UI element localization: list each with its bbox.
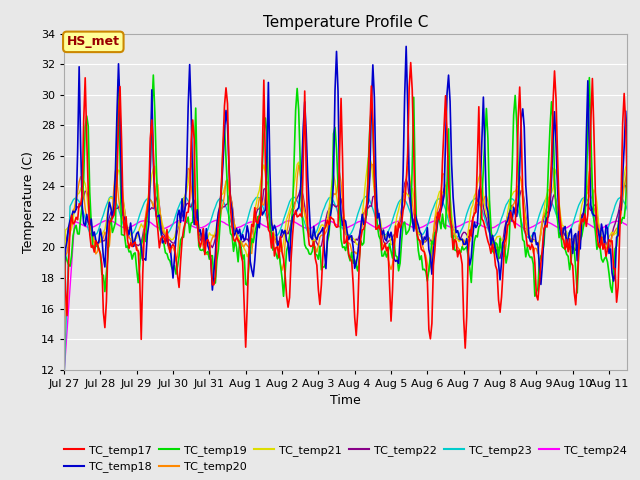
Text: HS_met: HS_met — [67, 36, 120, 48]
X-axis label: Time: Time — [330, 394, 361, 407]
Line: TC_temp23: TC_temp23 — [64, 196, 640, 384]
Line: TC_temp18: TC_temp18 — [64, 47, 640, 290]
Y-axis label: Temperature (C): Temperature (C) — [22, 151, 35, 252]
Line: TC_temp17: TC_temp17 — [64, 62, 640, 348]
Line: TC_temp22: TC_temp22 — [64, 179, 640, 351]
Legend: TC_temp17, TC_temp18, TC_temp19, TC_temp20, TC_temp21, TC_temp22, TC_temp23, TC_: TC_temp17, TC_temp18, TC_temp19, TC_temp… — [60, 441, 631, 477]
Line: TC_temp19: TC_temp19 — [64, 75, 640, 296]
Title: Temperature Profile C: Temperature Profile C — [263, 15, 428, 30]
Line: TC_temp24: TC_temp24 — [64, 220, 640, 381]
Line: TC_temp20: TC_temp20 — [64, 164, 640, 401]
Line: TC_temp21: TC_temp21 — [64, 158, 640, 343]
